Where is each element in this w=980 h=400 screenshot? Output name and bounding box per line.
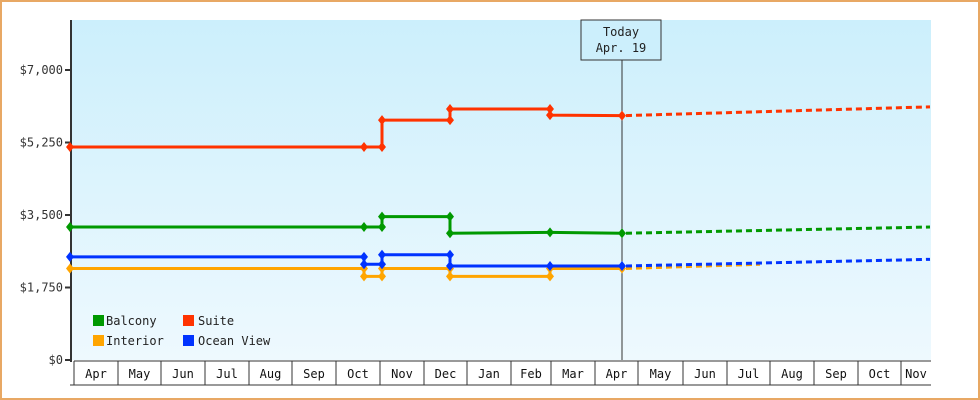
- x-tick-label: May: [650, 367, 672, 381]
- today-date: Apr. 19: [596, 41, 647, 55]
- data-point-marker[interactable]: [546, 227, 554, 238]
- data-point-marker[interactable]: [446, 249, 454, 260]
- data-point-marker[interactable]: [446, 103, 454, 114]
- data-point-marker[interactable]: [546, 260, 554, 271]
- x-tick-label: May: [129, 367, 151, 381]
- x-tick-label: Dec: [435, 367, 457, 381]
- svg-text:Balcony: Balcony: [106, 314, 157, 328]
- x-tick-label: Jun: [172, 367, 194, 381]
- data-point-marker[interactable]: [66, 142, 74, 153]
- data-point-marker[interactable]: [618, 260, 626, 271]
- legend-item-suite[interactable]: Suite: [183, 314, 234, 328]
- x-tick-label: Oct: [869, 367, 891, 381]
- legend-item-interior[interactable]: Interior: [93, 334, 164, 348]
- data-point-marker[interactable]: [66, 222, 74, 233]
- data-point-marker[interactable]: [360, 142, 368, 153]
- x-tick-label: Nov: [905, 367, 927, 381]
- x-tick-label: Feb: [520, 367, 542, 381]
- x-tick-label: Nov: [391, 367, 413, 381]
- data-point-marker[interactable]: [360, 222, 368, 233]
- x-tick-label: Aug: [781, 367, 803, 381]
- legend: Balcony Suite Interior Ocean View: [93, 314, 271, 348]
- legend-item-ocean-view[interactable]: Ocean View: [183, 334, 271, 348]
- series-ocean-view: [66, 249, 931, 271]
- x-axis: Apr May Jun Jul Aug Sep Oct Nov Dec Jan Feb Mar Apr M…: [70, 360, 931, 386]
- data-point-marker[interactable]: [378, 249, 386, 260]
- svg-text:Suite: Suite: [198, 314, 234, 328]
- data-point-marker[interactable]: [360, 271, 368, 282]
- x-tick-label: Mar: [562, 367, 584, 381]
- y-tick-label: $1,750: [20, 281, 63, 295]
- data-point-marker[interactable]: [66, 251, 74, 262]
- x-tick-label: Jun: [694, 367, 716, 381]
- data-point-marker[interactable]: [446, 260, 454, 271]
- data-point-marker[interactable]: [618, 228, 626, 239]
- svg-text:Ocean View: Ocean View: [198, 334, 271, 348]
- data-point-marker[interactable]: [378, 142, 386, 153]
- svg-text:Interior: Interior: [106, 334, 164, 348]
- data-point-marker[interactable]: [66, 263, 74, 274]
- data-point-marker[interactable]: [378, 222, 386, 233]
- y-tick-label: $3,500: [20, 208, 63, 222]
- data-point-marker[interactable]: [360, 251, 368, 262]
- x-tick-label: Aug: [260, 367, 282, 381]
- x-tick-label: Jul: [216, 367, 238, 381]
- plot-area: [72, 20, 931, 360]
- y-tick-label: $7,000: [20, 63, 63, 77]
- series-balcony: [66, 211, 931, 239]
- today-label: Today: [603, 25, 639, 39]
- series-suite: [66, 103, 931, 153]
- data-point-marker[interactable]: [378, 259, 386, 270]
- x-tick-label: Sep: [303, 367, 325, 381]
- data-point-marker[interactable]: [546, 110, 554, 121]
- forecast-line: [625, 105, 931, 118]
- legend-item-balcony[interactable]: Balcony: [93, 314, 157, 328]
- x-tick-label: Apr: [85, 367, 107, 381]
- data-point-marker[interactable]: [360, 259, 368, 270]
- data-point-marker[interactable]: [618, 110, 626, 121]
- data-point-marker[interactable]: [546, 103, 554, 114]
- forecast-line: [625, 257, 931, 268]
- y-tick-label: $0: [49, 353, 63, 367]
- forecast-line: [625, 225, 931, 235]
- x-tick-label: Apr: [606, 367, 628, 381]
- data-point-marker[interactable]: [446, 271, 454, 282]
- data-point-marker[interactable]: [446, 115, 454, 126]
- data-point-marker[interactable]: [446, 228, 454, 239]
- data-point-marker[interactable]: [378, 115, 386, 126]
- data-point-marker[interactable]: [378, 211, 386, 222]
- data-point-marker[interactable]: [546, 271, 554, 282]
- today-marker: Today Apr. 19: [580, 19, 662, 360]
- x-tick-label: Jan: [478, 367, 500, 381]
- y-axis: $0 $1,750 $3,500 $5,250 $7,000: [20, 20, 72, 367]
- data-point-marker[interactable]: [378, 271, 386, 282]
- x-tick-label: Jul: [738, 367, 760, 381]
- data-point-marker[interactable]: [446, 211, 454, 222]
- series-layer: [66, 103, 931, 282]
- x-tick-label: Sep: [825, 367, 847, 381]
- x-tick-label: Oct: [347, 367, 369, 381]
- y-tick-label: $5,250: [20, 136, 63, 150]
